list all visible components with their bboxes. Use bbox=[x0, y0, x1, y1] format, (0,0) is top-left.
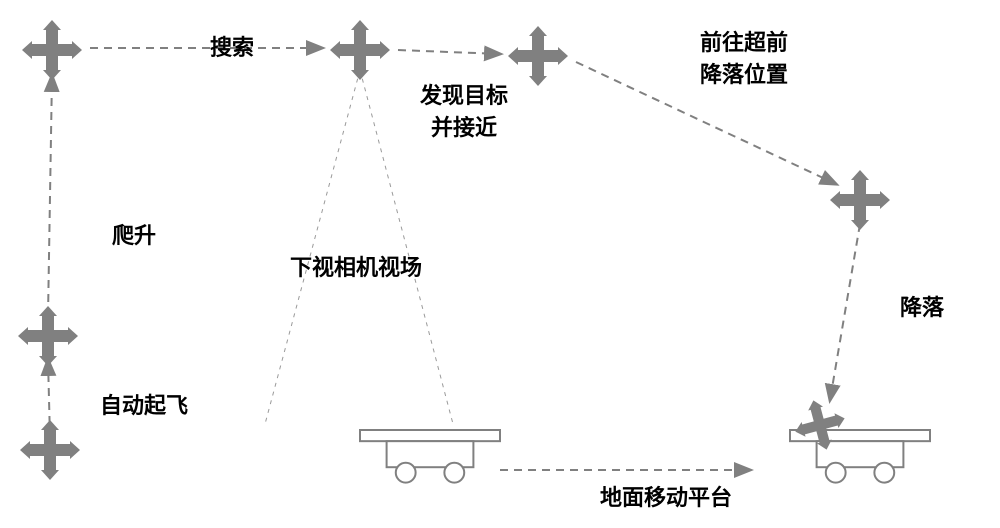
drone-icon bbox=[830, 170, 890, 230]
ground-platform bbox=[790, 430, 930, 483]
label-ground: 地面移动平台 bbox=[600, 480, 732, 512]
drone-icon bbox=[508, 26, 568, 86]
label-detect: 发现目标 并接近 bbox=[420, 78, 508, 142]
drone-icon bbox=[20, 420, 80, 480]
label-climb: 爬升 bbox=[112, 218, 156, 250]
drone-icon bbox=[18, 306, 78, 366]
label-search: 搜索 bbox=[210, 30, 254, 62]
path-arrow bbox=[398, 50, 500, 54]
label-descend: 降落 bbox=[900, 290, 944, 322]
path-arrow bbox=[48, 76, 52, 316]
drone-icon bbox=[22, 20, 82, 80]
drone-icon bbox=[330, 20, 390, 80]
label-goto_lead: 前往超前 降落位置 bbox=[700, 25, 788, 89]
path-arrow bbox=[830, 224, 860, 400]
camera-fov-line bbox=[265, 70, 360, 424]
label-takeoff: 自动起飞 bbox=[100, 388, 188, 420]
ground-platform bbox=[360, 430, 500, 483]
label-camera_fov: 下视相机视场 bbox=[290, 250, 422, 282]
